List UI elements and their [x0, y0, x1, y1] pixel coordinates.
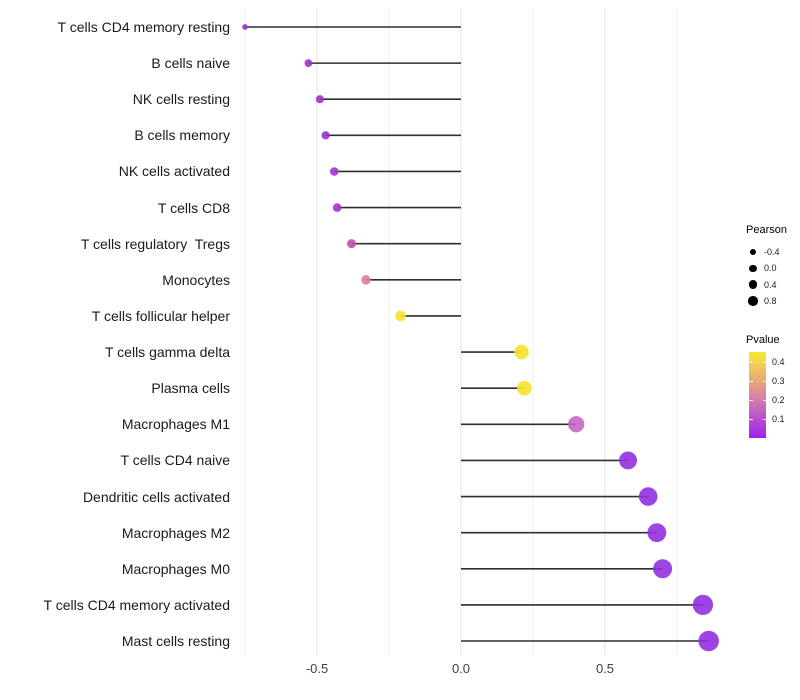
y-axis-label: Monocytes [162, 271, 230, 288]
lollipop-dot [395, 310, 406, 322]
legend-size-entry: 0.8 [746, 293, 800, 309]
legend-pearson-title: Pearson [746, 224, 787, 236]
legend-size-entry-label: 0.8 [764, 296, 777, 307]
lollipop-dot [619, 451, 638, 470]
lollipop-dot [361, 275, 371, 285]
size-dot-icon [748, 296, 758, 306]
y-axis-label: T cells CD4 naive [120, 452, 230, 469]
lollipop-dot [698, 630, 719, 652]
y-axis-label: NK cells resting [132, 91, 230, 108]
lollipop-dot [568, 416, 585, 433]
lollipop-dot [330, 167, 339, 176]
legend-pvalue-color: Pvalue 0.4 0.3 0.2 0.1 [746, 334, 800, 438]
size-dot-icon [748, 280, 758, 290]
y-axis-label: B cells memory [134, 127, 230, 144]
legend-size-dot-box [746, 249, 760, 256]
y-axis-label: T cells CD4 memory activated [43, 596, 230, 613]
lollipop-dot [638, 487, 658, 506]
y-axis-label: Plasma cells [151, 380, 230, 397]
lollipop-dot [321, 131, 330, 140]
pvalue-tick-label: 0.3 [772, 376, 785, 386]
lollipop-dot [347, 239, 357, 249]
legend-size-dot-box [746, 280, 760, 290]
y-axis-label: T cells regulatory Tregs [80, 235, 230, 252]
legend-size-entry-label: 0.0 [764, 263, 777, 274]
pvalue-tick-label: 0.1 [772, 414, 785, 424]
pvalue-tick-label: 0.4 [772, 357, 785, 367]
y-axis-label: T cells CD4 memory resting [57, 19, 230, 35]
legend-size-entry: 0.4 [746, 277, 800, 293]
y-axis-label: T cells CD8 [157, 199, 230, 216]
legend-size-dot-box [746, 264, 760, 273]
legend-pvalue-title: Pvalue [746, 334, 780, 346]
lollipop-dot [692, 594, 714, 616]
pvalue-gradient-bar [749, 352, 766, 438]
y-axis-label: Macrophages M2 [121, 524, 230, 541]
y-axis-label: NK cells activated [118, 163, 230, 180]
legend-size-entry: 0.0 [746, 260, 800, 276]
y-axis-label: Macrophages M0 [121, 560, 230, 577]
y-axis-label: B cells naive [151, 55, 230, 72]
y-axis-label: Dendritic cells activated [82, 488, 230, 505]
pvalue-tick-label: 0.2 [772, 395, 785, 405]
legend-size-entry-label: -0.4 [764, 247, 780, 258]
lollipop-dot [242, 24, 248, 30]
lollipop-dot [514, 344, 529, 360]
lollipop-dot [304, 59, 313, 67]
lollipop-dot [517, 380, 532, 396]
lollipop-dot [315, 95, 324, 104]
x-axis-tick-label: 0.5 [595, 661, 615, 676]
lollipop-dot [647, 523, 667, 543]
size-dot-icon [750, 249, 756, 256]
size-dot-icon [749, 264, 757, 273]
legend-size-dot-box [746, 296, 760, 306]
y-axis-label: T cells follicular helper [91, 307, 230, 324]
x-axis-tick-label: -0.5 [305, 661, 329, 676]
lollipop-dot [653, 559, 673, 579]
y-axis-label: Macrophages M1 [121, 416, 230, 433]
legend-pearson-size: Pearson -0.4 0.0 0.4 0.8 [746, 224, 800, 309]
y-axis-label: Mast cells resting [121, 633, 230, 649]
legend-size-entry-label: 0.4 [764, 279, 777, 290]
legend-size-entry: -0.4 [746, 244, 800, 260]
x-axis-tick-label: 0.0 [451, 661, 471, 676]
lollipop-dot [332, 203, 342, 212]
y-axis-label: T cells gamma delta [104, 344, 230, 361]
